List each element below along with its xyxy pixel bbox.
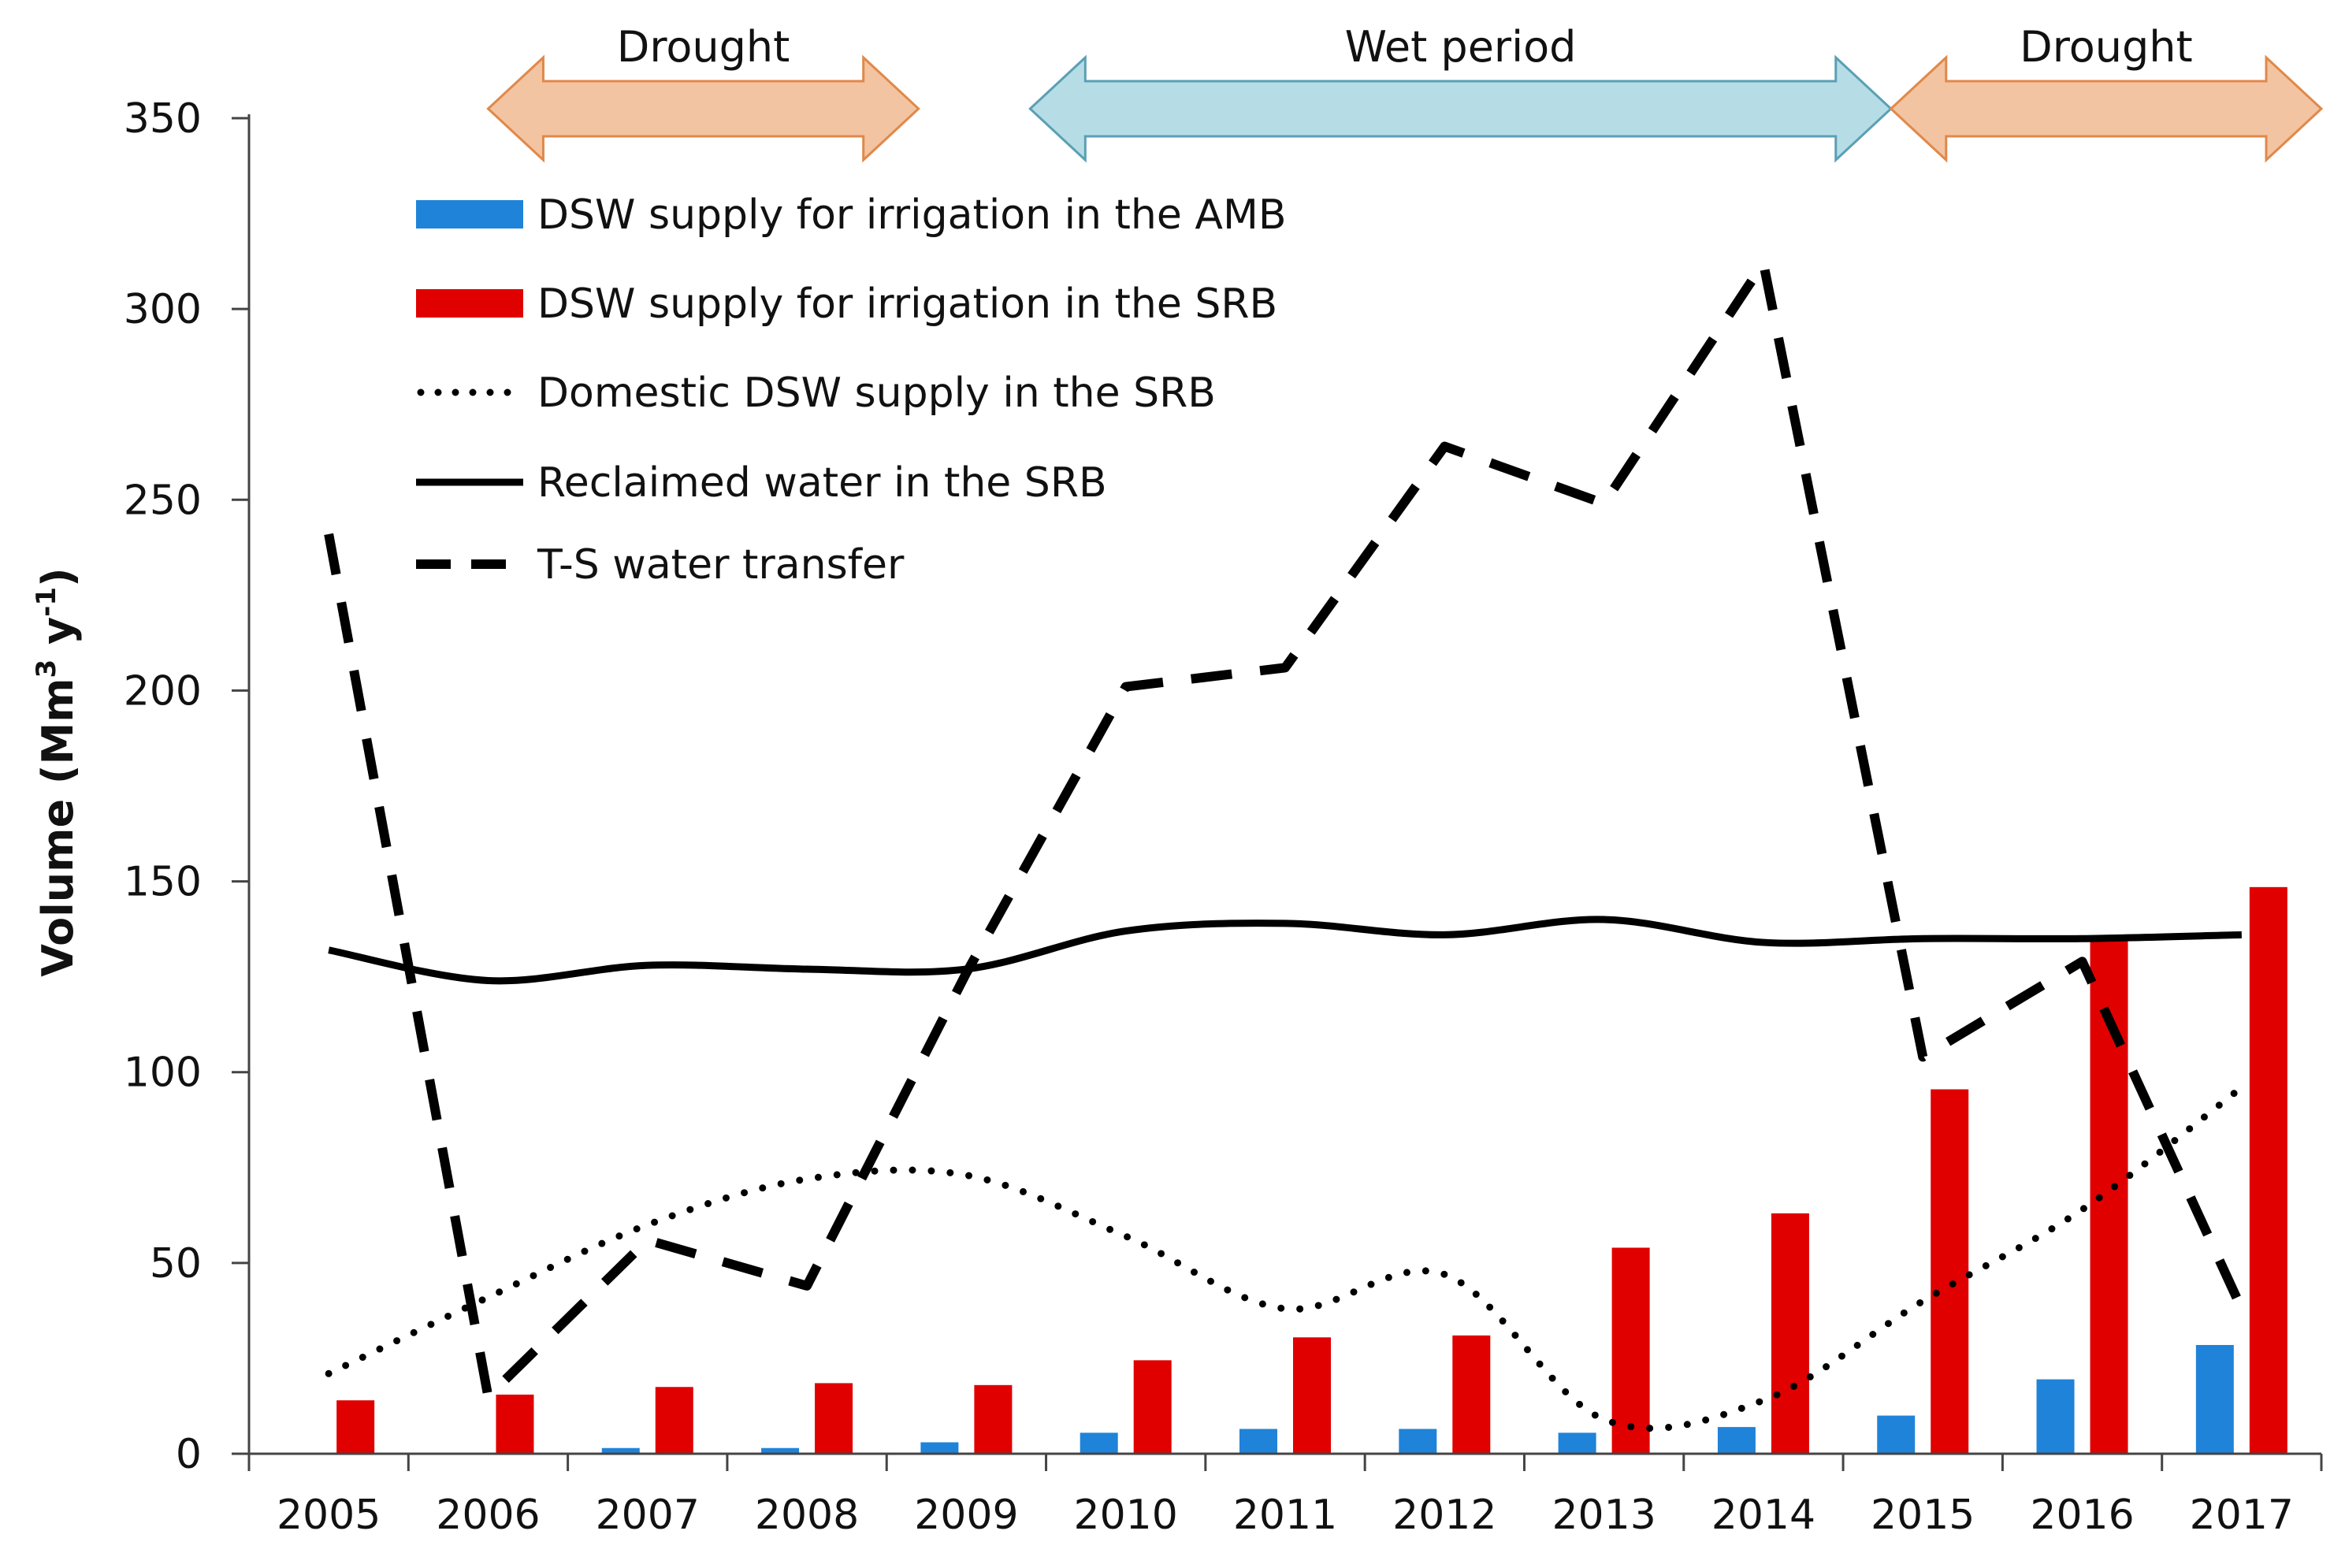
period-arrows: Drought Wet period Drought (486, 22, 2324, 163)
x-tick-label: 2008 (755, 1492, 859, 1539)
y-axis-title: Volume (Mm3 y-1) (31, 567, 83, 976)
bar-amb (1080, 1432, 1118, 1454)
period-arrow-wet (1028, 54, 1893, 163)
y-tick-label: 50 (150, 1240, 202, 1287)
period-label-drought: Drought (617, 22, 790, 72)
bar-amb (920, 1442, 959, 1454)
bar-srb (1133, 1360, 1172, 1454)
x-tick-label: 2016 (2030, 1492, 2134, 1539)
x-tick-label: 2014 (1711, 1492, 1815, 1539)
legend-label: Domestic DSW supply in the SRB (537, 370, 1216, 417)
y-tick-label: 300 (124, 286, 202, 333)
legend-label: Reclaimed water in the SRB (537, 459, 1107, 507)
legend-swatch-bar (416, 289, 523, 318)
bar-amb (1877, 1415, 1916, 1454)
line-domestic-dsw (325, 1083, 2246, 1432)
y-tick-label: 200 (124, 667, 202, 715)
bar-srb (1771, 1213, 1809, 1454)
x-tick-label: 2007 (596, 1492, 700, 1539)
bar-amb (1399, 1429, 1437, 1454)
bar-srb (1452, 1335, 1491, 1454)
x-tick-label: 2010 (1074, 1492, 1178, 1539)
x-tick-label: 2012 (1392, 1492, 1496, 1539)
axes: 0 50 100 150 200 250 300 350 2005 2006 2007 2008 200… (124, 95, 2323, 1539)
x-tick-label: 2013 (1552, 1492, 1656, 1539)
x-tick-label: 2017 (2190, 1492, 2294, 1539)
x-tick-label: 2011 (1233, 1492, 1337, 1539)
y-tick-label: 100 (124, 1050, 202, 1097)
period-arrow-drought (1889, 54, 2324, 163)
bar-srb (815, 1383, 853, 1454)
bar-amb (761, 1447, 800, 1454)
legend: DSW supply for irrigation in the AMB DSW … (416, 191, 1287, 589)
x-tick-label: 2006 (436, 1492, 540, 1539)
y-tick-label: 350 (124, 95, 202, 143)
y-tick-label: 150 (124, 859, 202, 906)
bar-amb (2195, 1344, 2234, 1454)
x-tick-label: 2005 (277, 1492, 381, 1539)
period-arrow-drought (486, 54, 920, 163)
bar-srb (336, 1400, 375, 1454)
legend-label: T-S water transfer (537, 541, 905, 589)
x-tick-label: 2009 (914, 1492, 1018, 1539)
bar-amb (1717, 1427, 1756, 1454)
y-tick-label: 0 (176, 1431, 202, 1478)
x-tick-label: 2015 (1871, 1492, 1975, 1539)
bar-amb (2036, 1379, 2075, 1454)
bar-srb (2249, 886, 2287, 1454)
legend-label: DSW supply for irrigation in the AMB (537, 191, 1287, 239)
bar-srb (1611, 1247, 1650, 1454)
bar-srb (655, 1387, 693, 1454)
bars-layer (336, 886, 2287, 1454)
line-reclaimed-water (328, 916, 2242, 985)
bar-srb (496, 1394, 534, 1454)
bar-amb (1558, 1432, 1596, 1454)
lines-layer (324, 258, 2247, 1432)
bar-srb (974, 1384, 1013, 1454)
period-label-wet: Wet period (1345, 22, 1577, 72)
bar-amb (1239, 1429, 1277, 1454)
bar-amb (601, 1447, 640, 1454)
bar-srb (1293, 1337, 1331, 1454)
y-tick-label: 250 (124, 477, 202, 524)
line-ts-transfer (324, 258, 2247, 1402)
legend-swatch-bar (416, 200, 523, 229)
legend-label: DSW supply for irrigation in the SRB (537, 281, 1277, 328)
bar-srb (1931, 1089, 1969, 1454)
period-label-drought: Drought (2020, 22, 2193, 72)
